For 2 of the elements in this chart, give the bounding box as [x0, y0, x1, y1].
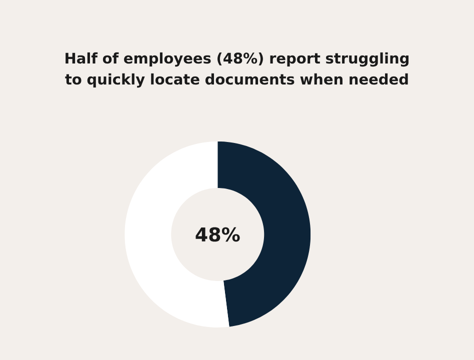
- chart-title: Half of employees (48%) report struggling to quickly locate documents when needed: [65, 52, 409, 88]
- text: 48%: [196, 227, 240, 242]
